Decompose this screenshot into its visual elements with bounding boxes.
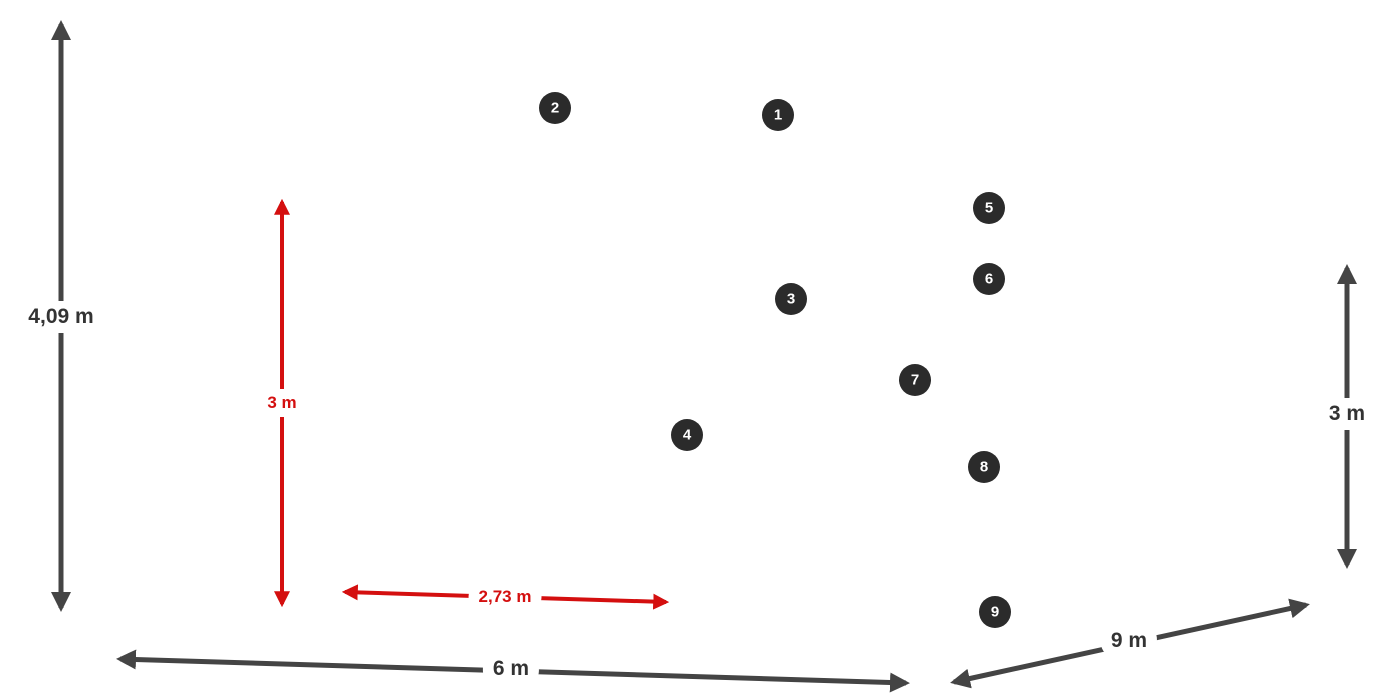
marker-3: 3 xyxy=(775,283,807,315)
marker-8: 8 xyxy=(968,451,1000,483)
marker-5: 5 xyxy=(973,192,1005,224)
left-height-label: 4,09 m xyxy=(18,301,104,333)
marker-label: 8 xyxy=(980,459,988,476)
marker-label: 4 xyxy=(683,427,692,444)
marker-label: 1 xyxy=(774,107,782,124)
marker-7: 7 xyxy=(899,364,931,396)
marker-6: 6 xyxy=(973,263,1005,295)
marker-label: 3 xyxy=(787,291,795,308)
marker-4: 4 xyxy=(671,419,703,451)
bottom-width-label: 6 m xyxy=(482,653,540,685)
marker-label: 2 xyxy=(551,100,559,117)
marker-9: 9 xyxy=(979,596,1011,628)
right-height-label: 3 m xyxy=(1318,398,1376,430)
marker-label: 5 xyxy=(985,200,993,217)
inner-height-label: 3 m xyxy=(257,389,307,417)
marker-label: 6 xyxy=(985,271,993,288)
marker-label: 9 xyxy=(991,604,999,621)
inner-width-label: 2,73 m xyxy=(468,583,542,611)
depth-label: 9 m xyxy=(1100,625,1158,657)
marker-1: 1 xyxy=(762,99,794,131)
marker-2: 2 xyxy=(539,92,571,124)
marker-label: 7 xyxy=(911,372,919,389)
